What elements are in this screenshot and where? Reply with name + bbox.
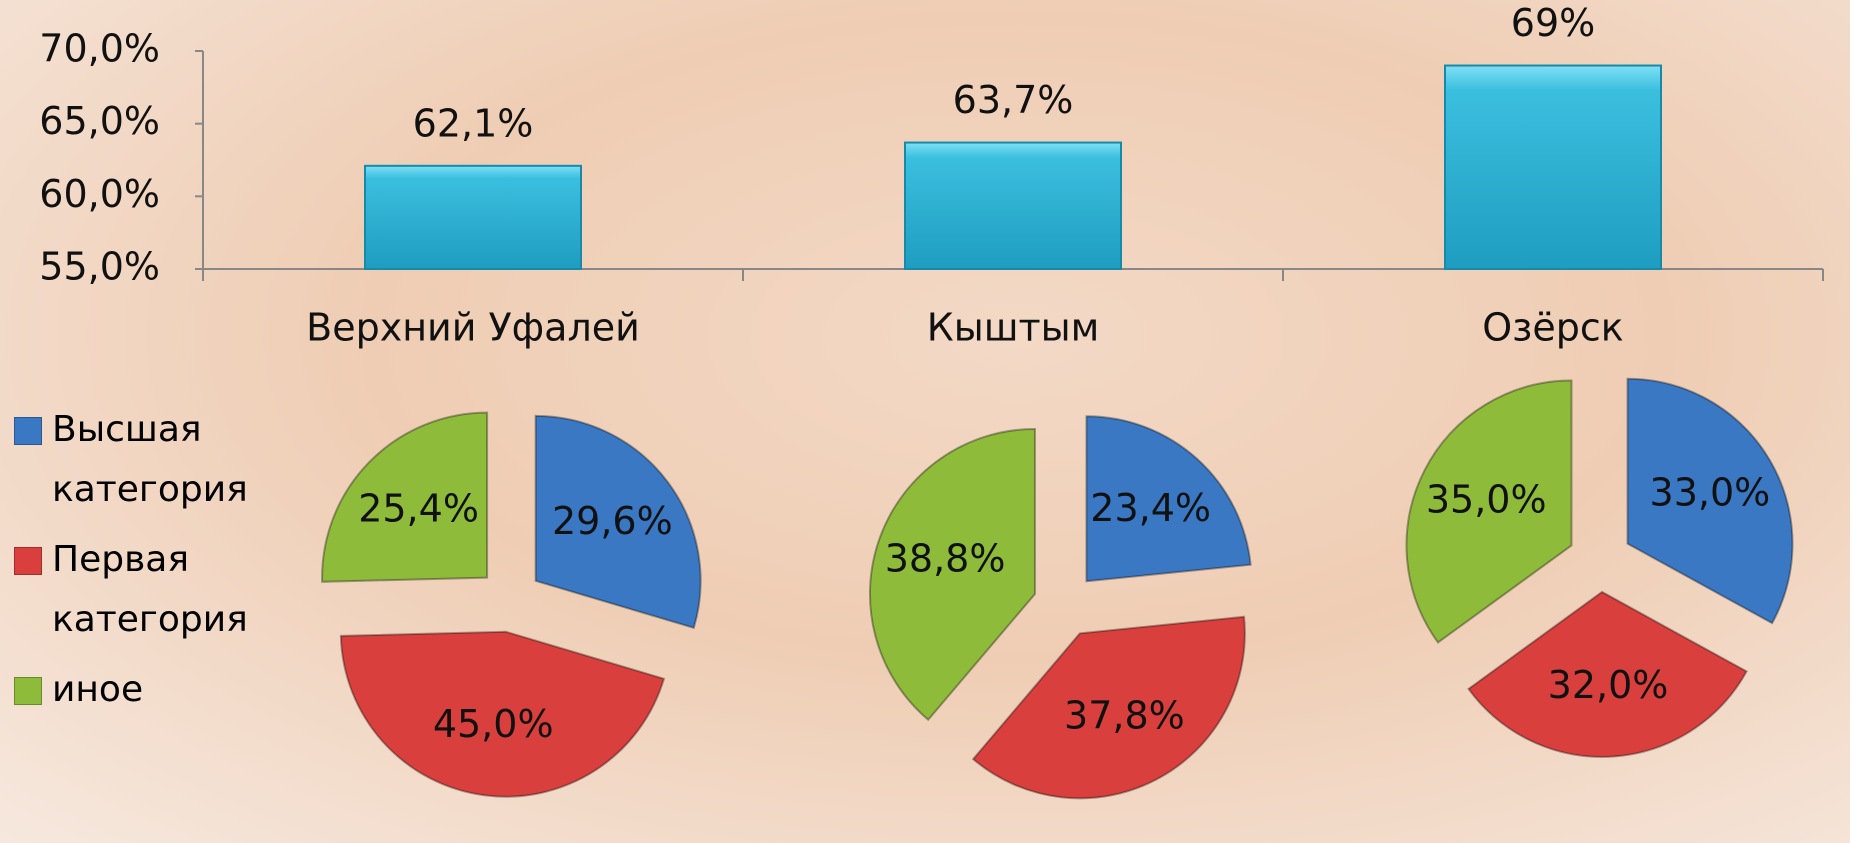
y-tick-label: 65,0% bbox=[39, 99, 160, 143]
pie-slice bbox=[1626, 377, 1794, 625]
legend-item: иное bbox=[14, 660, 264, 720]
data-label: 35,0% bbox=[1426, 478, 1547, 522]
x-tick-label: Кыштым bbox=[927, 306, 1100, 350]
data-label: 63,7% bbox=[953, 78, 1074, 122]
data-label: 23,4% bbox=[1090, 486, 1211, 530]
pie-slice bbox=[1405, 379, 1573, 644]
legend-item: Первая категория bbox=[14, 530, 264, 650]
bar bbox=[364, 164, 582, 271]
data-label: 69% bbox=[1511, 1, 1595, 45]
legend-swatch bbox=[14, 547, 42, 575]
pie-slice bbox=[339, 630, 666, 798]
legend-item: Высшая категория bbox=[14, 400, 264, 520]
data-label: 37,8% bbox=[1064, 694, 1185, 738]
data-label: 62,1% bbox=[413, 101, 534, 145]
bar bbox=[904, 141, 1122, 270]
x-tick-label: Верхний Уфалей bbox=[306, 306, 640, 350]
y-tick-label: 55,0% bbox=[39, 245, 160, 289]
pie-slice bbox=[321, 411, 489, 583]
legend-swatch bbox=[14, 417, 42, 445]
y-tick-label: 60,0% bbox=[39, 172, 160, 216]
legend-label: Высшая категория bbox=[52, 409, 248, 510]
legend-swatch bbox=[14, 677, 42, 705]
data-label: 32,0% bbox=[1548, 663, 1669, 707]
data-label: 38,8% bbox=[885, 536, 1006, 580]
pie-slice bbox=[1085, 415, 1252, 583]
data-label: 25,4% bbox=[358, 486, 479, 530]
data-label: 45,0% bbox=[433, 702, 554, 746]
legend-label: иное bbox=[52, 669, 144, 710]
pie-slice bbox=[534, 414, 702, 630]
legend: Высшая категория Первая категория иное bbox=[14, 400, 264, 730]
data-label: 29,6% bbox=[552, 499, 673, 543]
x-tick-label: Озёрск bbox=[1482, 306, 1623, 350]
pie-slice bbox=[971, 615, 1246, 800]
legend-label: Первая категория bbox=[52, 539, 248, 640]
y-tick-label: 70,0% bbox=[39, 27, 160, 71]
pie-slice bbox=[869, 427, 1036, 722]
bar bbox=[1444, 64, 1662, 270]
data-label: 33,0% bbox=[1650, 470, 1771, 514]
pie-slice bbox=[1467, 590, 1748, 758]
